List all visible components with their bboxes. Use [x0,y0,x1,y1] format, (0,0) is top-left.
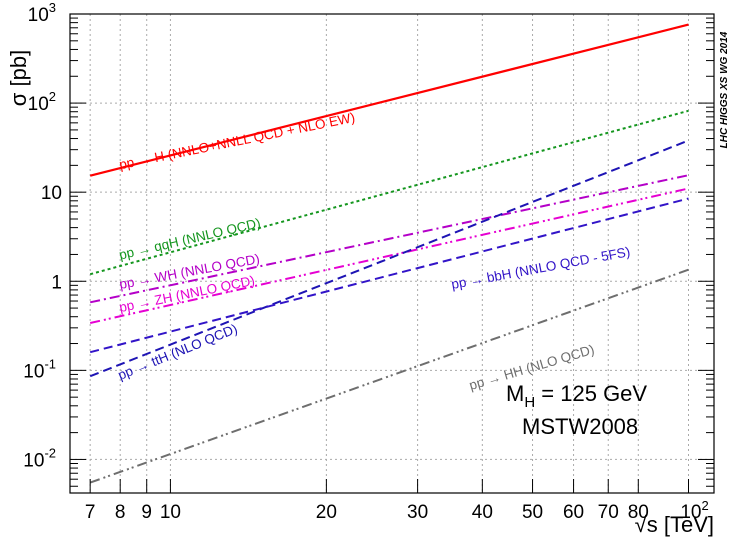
x-tick-label-7: 50 [522,502,543,523]
mass-symbol: M [506,381,524,406]
x-tick-label-8: 60 [563,502,584,523]
x-tick-label-11: 102 [680,498,708,523]
mass-value: = 125 GeV [535,381,647,406]
working-group-watermark: LHC HIGGS XS WG 2014 [719,31,730,148]
series-line-4 [89,139,689,378]
y-tick-label-0: 10-2 [23,445,56,471]
y-tick-label-5: 103 [28,0,56,26]
x-axis-title: √s [TeV] [635,512,714,537]
x-tick-label-6: 40 [472,502,493,523]
y-tick-label-2: 1 [51,272,62,293]
mass-annotation: MH = 125 GeV [506,381,647,411]
y-tick-label-4: 102 [28,89,56,115]
x-tick-label-10: 80 [628,502,649,523]
series-line-5 [89,197,689,354]
x-tick-label-2: 9 [141,502,152,523]
y-tick-label-3: 10 [41,183,62,204]
series-line-0 [89,23,689,177]
x-tick-label-5: 30 [407,502,428,523]
pdf-annotation: MSTW2008 [522,414,638,439]
x-tick-label-3: 10 [160,502,181,523]
plot-frame [69,13,715,494]
series-line-2 [89,174,689,304]
x-tick-label-4: 20 [316,502,337,523]
series-line-1 [89,109,689,276]
series-lines [89,23,689,484]
x-tick-label-1: 8 [115,502,126,523]
mass-subscript: H [524,394,535,411]
y-tick-label-1: 10-1 [23,356,56,382]
series-line-6 [89,268,689,484]
y-axis-title: σ [pb] [6,50,31,106]
axis-ticks: 7 8 9 10 20 30 40 50 60 70 80 102 10-2 10-1 1 10 102 103 [23,0,714,523]
x-tick-label-0: 7 [85,502,96,523]
series-line-3 [89,187,689,324]
x-tick-label-9: 70 [598,502,619,523]
